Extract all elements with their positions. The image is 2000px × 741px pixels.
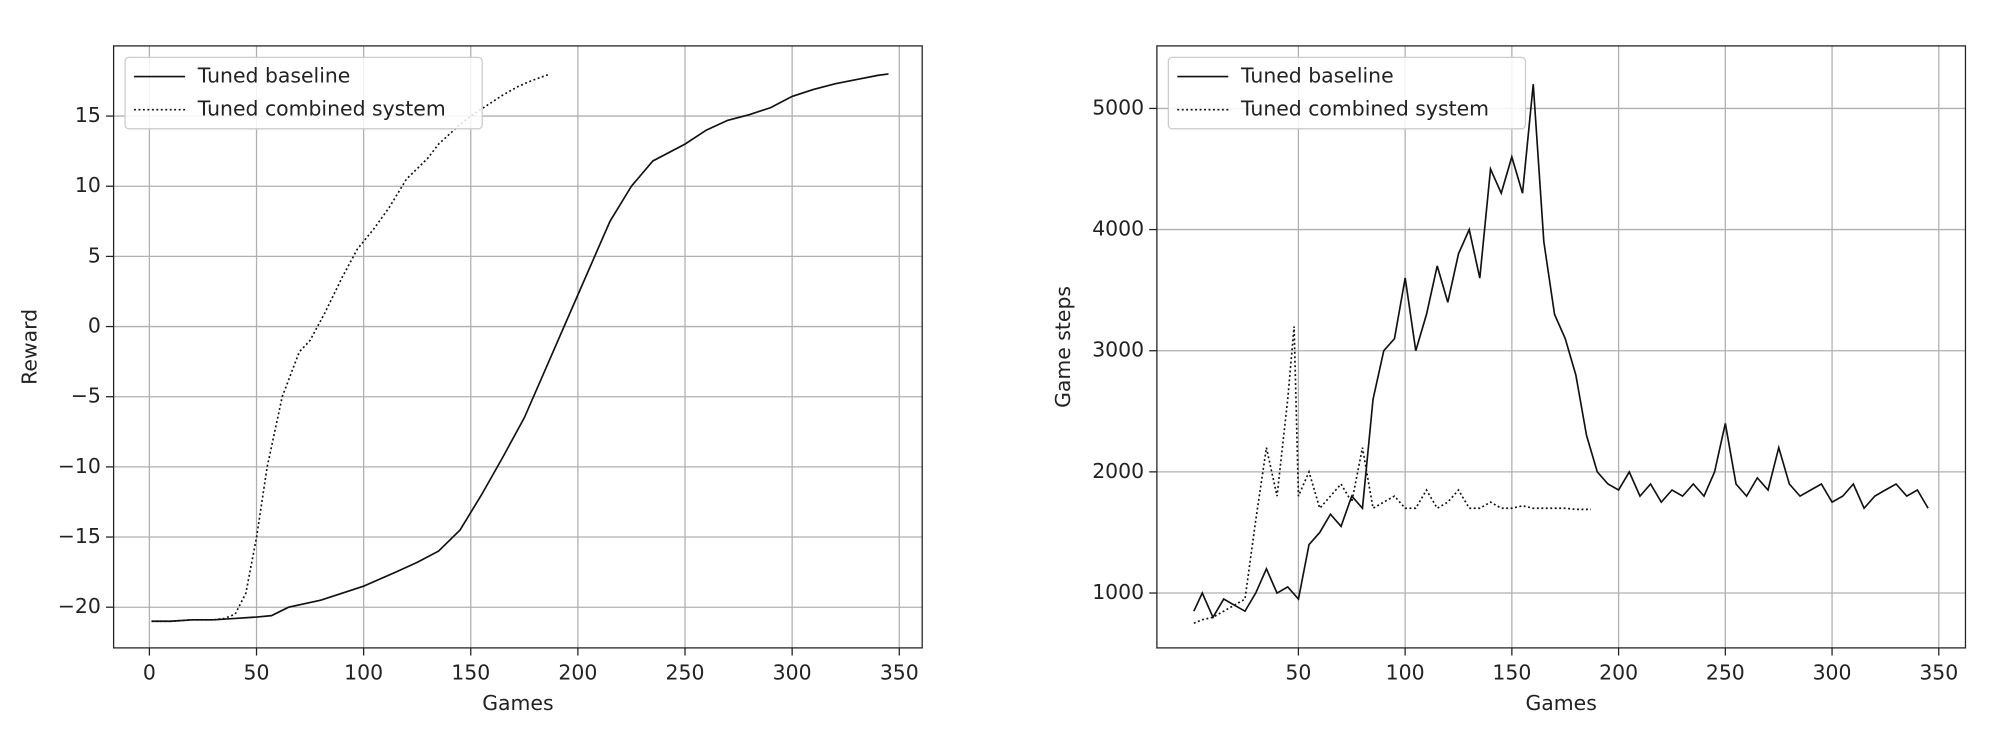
y-tick-label: 2000 (1092, 459, 1144, 483)
data-line (1193, 326, 1591, 625)
y-axis-label: Reward (18, 309, 42, 385)
legend-box (124, 56, 483, 130)
x-tick-label: 0 (143, 660, 156, 684)
y-tick-label: 3000 (1092, 338, 1144, 362)
x-tick-label: 150 (451, 660, 490, 684)
y-tick-label: 5 (88, 243, 101, 267)
x-tick-label: 350 (1919, 660, 1958, 684)
legend-box (1167, 56, 1527, 130)
x-tick-label: 300 (773, 660, 812, 684)
x-axis-label: Games (1526, 691, 1597, 715)
legend-label: Tuned baseline (197, 64, 351, 88)
y-axis-label: Game steps (1051, 286, 1075, 408)
x-tick-label: 300 (1813, 660, 1852, 684)
y-tick-label: −5 (71, 384, 101, 408)
y-tick-label: 4000 (1092, 217, 1144, 241)
legend-label: Tuned baseline (1240, 64, 1394, 88)
legend-label: Tuned combined system (1240, 97, 1489, 121)
plot-frame (1156, 45, 1967, 649)
x-tick-label: 200 (558, 660, 597, 684)
plot-frame (112, 45, 923, 649)
x-axis-label: Games (482, 691, 553, 715)
legend: Tuned baseline Tuned combined system (1167, 56, 1527, 130)
y-tick-label: 1000 (1092, 580, 1144, 604)
legend-label: Tuned combined system (197, 97, 446, 121)
y-tick-label: 15 (75, 103, 101, 127)
y-tick-label: 0 (88, 314, 101, 338)
x-tick-label: 100 (1386, 660, 1425, 684)
x-tick-label: 50 (244, 660, 270, 684)
y-tick-label: −10 (58, 454, 101, 478)
data-line (151, 73, 889, 623)
chart: 0 50 100 150 200 250 300 350 −20 −15 −10 −5 0 5 10 15 Ga… (18, 45, 923, 715)
y-tick-label: −20 (58, 594, 101, 618)
chart: 50 100 150 200 250 300 350 1000 2000 3000 4000 5000… (1051, 45, 1967, 715)
y-tick-label: 5000 (1092, 95, 1144, 119)
data-line (1193, 84, 1929, 620)
x-tick-label: 200 (1599, 660, 1638, 684)
x-tick-label: 100 (344, 660, 383, 684)
y-tick-label: −15 (58, 524, 101, 548)
legend: Tuned baseline Tuned combined system (124, 56, 483, 130)
x-tick-label: 50 (1285, 660, 1311, 684)
x-tick-label: 250 (666, 660, 705, 684)
x-tick-label: 250 (1706, 660, 1745, 684)
y-tick-label: 10 (75, 173, 101, 197)
x-tick-label: 350 (880, 660, 919, 684)
x-tick-label: 150 (1492, 660, 1531, 684)
data-line (151, 73, 551, 623)
